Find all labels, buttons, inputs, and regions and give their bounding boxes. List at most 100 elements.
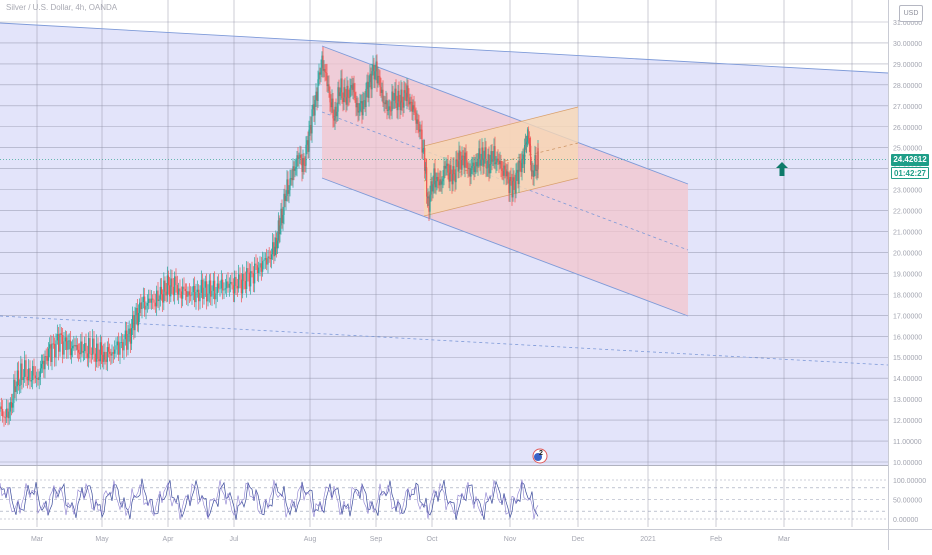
candle-body bbox=[278, 220, 280, 235]
candle-body bbox=[316, 91, 318, 101]
candle-body bbox=[376, 61, 378, 84]
candle-body bbox=[169, 285, 171, 297]
candle-body bbox=[315, 91, 317, 100]
candle-body bbox=[28, 368, 30, 381]
candle-body bbox=[127, 334, 129, 350]
candle-body bbox=[515, 172, 517, 194]
candle-body bbox=[158, 299, 160, 301]
candle-body bbox=[255, 263, 257, 266]
candle-body bbox=[0, 406, 1, 412]
candle-body bbox=[164, 280, 166, 292]
candle-body bbox=[389, 106, 391, 111]
candle-body bbox=[328, 84, 330, 92]
candle-body bbox=[214, 280, 216, 300]
candle-body bbox=[500, 161, 502, 169]
candle-body bbox=[174, 276, 176, 296]
candle-body bbox=[178, 288, 180, 295]
candle-body bbox=[426, 167, 428, 197]
candle-body bbox=[524, 143, 526, 146]
oscillator-line-k bbox=[0, 478, 539, 520]
candle-body bbox=[510, 177, 512, 181]
candle-body bbox=[38, 377, 40, 380]
candle-body bbox=[14, 379, 16, 392]
y-tick-label: 16.00000 bbox=[893, 334, 922, 341]
candle-body bbox=[348, 97, 350, 99]
candle-body bbox=[509, 177, 511, 194]
candle-body bbox=[481, 147, 483, 161]
candle-body bbox=[312, 104, 314, 110]
candle-body bbox=[4, 417, 6, 419]
candle-body bbox=[274, 246, 276, 257]
candle-body bbox=[357, 103, 359, 113]
candle-body bbox=[110, 353, 112, 356]
candle-body bbox=[473, 162, 475, 173]
y-tick-label: 19.00000 bbox=[893, 271, 922, 278]
candle-body bbox=[528, 138, 530, 144]
candle-body bbox=[474, 166, 476, 173]
candle-body bbox=[379, 76, 381, 88]
candle-body bbox=[392, 91, 394, 101]
candle-body bbox=[398, 90, 400, 102]
candle-body bbox=[15, 386, 17, 392]
candle-body bbox=[288, 190, 290, 194]
candle-body bbox=[537, 164, 539, 167]
y-tick-label: 17.00000 bbox=[893, 313, 922, 320]
candle-body bbox=[100, 342, 103, 355]
candle-body bbox=[276, 238, 278, 249]
candle-body bbox=[358, 110, 360, 113]
candle-body bbox=[314, 99, 316, 116]
candle-body bbox=[266, 258, 268, 265]
candle-body bbox=[334, 106, 336, 121]
x-tick-label: Feb bbox=[710, 536, 722, 543]
candle-body bbox=[216, 283, 218, 294]
candle-body bbox=[378, 75, 380, 77]
x-tick-label: Mar bbox=[778, 536, 791, 543]
candle-body bbox=[386, 100, 388, 111]
candle-body bbox=[427, 196, 429, 199]
oscillator-line-d bbox=[0, 479, 539, 520]
up-arrow-icon[interactable] bbox=[776, 162, 788, 176]
candle-body bbox=[455, 159, 457, 183]
candle-body bbox=[82, 351, 84, 353]
candle-body bbox=[114, 349, 116, 354]
candle-body bbox=[360, 100, 362, 104]
candle-body bbox=[238, 274, 240, 289]
candle-body bbox=[414, 109, 416, 113]
ascending-channel-upper bbox=[423, 106, 579, 147]
candle-body bbox=[116, 341, 118, 346]
candle-body bbox=[356, 103, 358, 108]
candle-body bbox=[372, 64, 374, 72]
candle-body bbox=[438, 181, 440, 186]
candle-body bbox=[532, 170, 534, 177]
candle-body bbox=[448, 172, 450, 182]
event-count: 2 bbox=[539, 450, 543, 457]
candle-body bbox=[302, 158, 304, 172]
candle-body bbox=[395, 88, 397, 104]
candle-body bbox=[102, 354, 104, 362]
currency-badge[interactable]: USD bbox=[899, 5, 923, 22]
candle-body bbox=[359, 103, 361, 111]
candle-body bbox=[62, 335, 64, 355]
candle-body bbox=[126, 330, 128, 350]
event-icon-flag bbox=[534, 453, 542, 461]
candle-body bbox=[118, 341, 120, 355]
candle-body bbox=[478, 148, 480, 159]
candle-body bbox=[350, 85, 352, 88]
candle-body bbox=[40, 363, 43, 369]
y-tick-label: 22.00000 bbox=[893, 209, 922, 216]
candle-body bbox=[421, 129, 423, 153]
candle-body bbox=[153, 299, 155, 303]
candle-body bbox=[381, 89, 383, 93]
candle-body bbox=[437, 176, 439, 182]
candle-body bbox=[331, 98, 333, 108]
candle-body bbox=[492, 160, 494, 162]
candle-body bbox=[152, 298, 154, 300]
candle-body bbox=[520, 162, 522, 173]
candle-body bbox=[24, 360, 26, 378]
candle-body bbox=[463, 155, 465, 168]
candle-body bbox=[80, 341, 82, 355]
candle-body bbox=[431, 181, 433, 192]
candle-body bbox=[440, 179, 442, 185]
candle-body bbox=[220, 279, 222, 289]
